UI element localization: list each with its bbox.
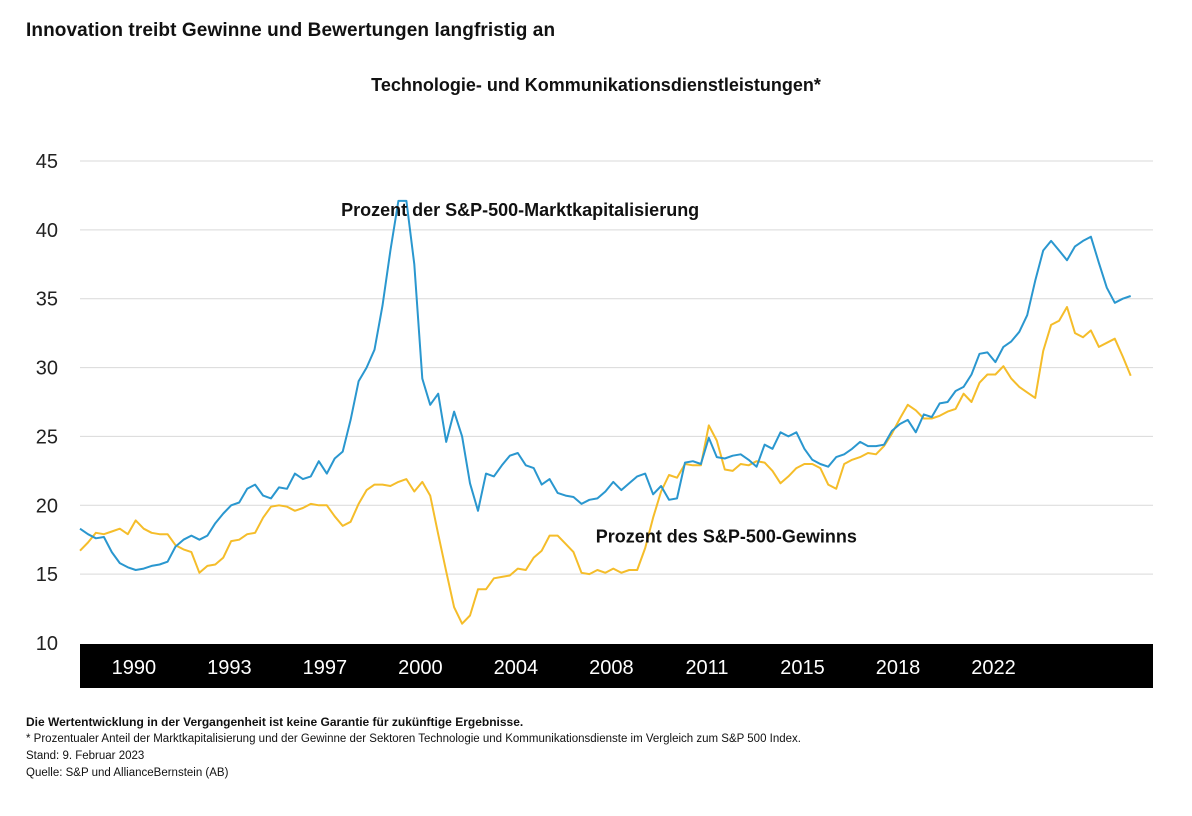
y-tick-label: 45 — [36, 151, 58, 173]
x-tick-label: 1993 — [207, 657, 252, 679]
market-cap-label: Prozent der S&P-500-Marktkapitalisierung — [341, 200, 699, 220]
disclaimer-text: Die Wertentwicklung in der Vergangenheit… — [26, 715, 524, 729]
x-tick-label: 2011 — [685, 657, 728, 679]
x-tick-label: 2008 — [589, 657, 634, 679]
x-tick-label: 2004 — [494, 657, 539, 679]
y-tick-label: 20 — [36, 495, 58, 517]
source-text: Quelle: S&P und AllianceBernstein (AB) — [26, 767, 229, 779]
chart-subtitle: Technologie- und Kommunikationsdienstlei… — [371, 75, 821, 95]
grid-lines — [80, 160, 1153, 575]
x-tick-label: 2022 — [971, 657, 1016, 679]
series-lines — [79, 199, 1132, 625]
x-tick-label: 2018 — [876, 657, 921, 679]
date-text: Stand: 9. Februar 2023 — [26, 750, 145, 762]
x-axis-band — [80, 644, 1153, 688]
x-tick-label: 1997 — [303, 657, 348, 679]
y-tick-label: 15 — [36, 564, 58, 586]
y-tick-label: 30 — [36, 358, 58, 380]
chart-title: Innovation treibt Gewinne und Bewertunge… — [26, 20, 556, 41]
y-tick-label: 10 — [36, 633, 58, 655]
x-tick-label: 2015 — [780, 657, 825, 679]
y-axis-tick-labels: 10 15 20 25 30 35 40 45 — [36, 151, 58, 655]
x-tick-label: 2000 — [398, 657, 443, 679]
y-tick-label: 35 — [36, 289, 58, 311]
y-tick-label: 40 — [36, 220, 58, 242]
series-labels: Prozent der S&P-500-Marktkapitalisierung… — [341, 200, 857, 546]
earnings-line — [79, 306, 1132, 625]
x-tick-label: 1990 — [112, 657, 157, 679]
footnote-text: * Prozentualer Anteil der Marktkapitalis… — [26, 733, 801, 745]
y-tick-label: 25 — [36, 426, 58, 448]
market-cap-line — [79, 199, 1132, 571]
earnings-label: Prozent des S&P-500-Gewinns — [596, 526, 857, 546]
footnotes: Die Wertentwicklung in der Vergangenheit… — [26, 714, 801, 782]
x-axis-tick-labels: 1990 1993 1997 2000 2004 2008 2011 2015 2018 2022 — [112, 657, 1016, 679]
